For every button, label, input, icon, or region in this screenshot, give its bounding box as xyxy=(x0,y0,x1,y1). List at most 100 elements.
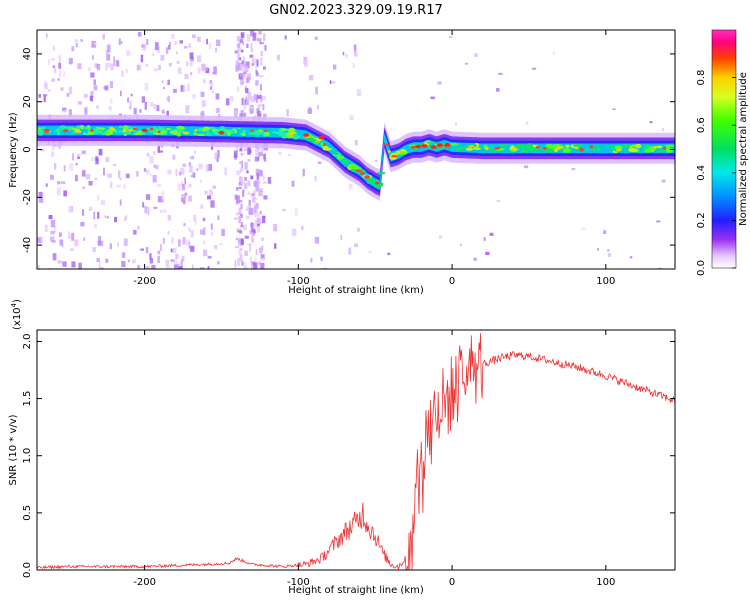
spectrogram-speckle xyxy=(263,195,268,200)
ridge-hotspot xyxy=(278,132,283,137)
ridge-hotspot xyxy=(628,147,638,153)
ridge-hotspot xyxy=(206,130,210,134)
svg-text:(x104): (x104) xyxy=(10,299,23,330)
spectrogram-speckle xyxy=(571,168,576,171)
spectrogram-speckle xyxy=(245,208,248,212)
spectrogram-speckle xyxy=(38,94,42,98)
spectrogram-speckle xyxy=(87,67,91,72)
spectrogram-speckle xyxy=(251,196,256,203)
ridge-peak xyxy=(318,135,325,140)
spectrogram-speckle xyxy=(236,227,240,231)
ridge-peak xyxy=(359,171,365,175)
spectrogram-speckle xyxy=(254,256,257,262)
spectrogram-speckle xyxy=(189,157,193,160)
spectrogram-speckle xyxy=(106,44,111,53)
spectrogram-speckle xyxy=(237,43,241,48)
spectrogram-speckle xyxy=(147,206,150,215)
spectrogram-speckle xyxy=(239,199,243,203)
spectrogram-speckle xyxy=(437,81,442,85)
spectrogram-speckle xyxy=(255,72,259,77)
spectrogram-speckle xyxy=(430,96,435,100)
spectrogram-speckle xyxy=(69,163,74,171)
spectrogram-speckle xyxy=(206,195,212,200)
ridge-peak xyxy=(662,146,667,150)
spectrogram-speckle xyxy=(106,54,111,61)
spectrogram-speckle xyxy=(239,253,243,262)
spectrogram-speckle xyxy=(216,39,221,47)
spectrogram-speckle xyxy=(39,236,44,244)
ridge-peak xyxy=(388,150,391,153)
spectrogram-speckle xyxy=(239,177,243,181)
spectrogram-speckle xyxy=(153,164,156,168)
spectrogram-speckle xyxy=(114,59,119,65)
spectrogram-speckle xyxy=(249,104,254,108)
ridge-hotspot xyxy=(204,133,213,136)
ridge-hotspot xyxy=(426,141,437,144)
spectrogram-speckle xyxy=(603,230,607,234)
spectrogram-speckle xyxy=(236,86,240,92)
spectrogram-speckle xyxy=(153,206,158,209)
spectrogram-speckle xyxy=(37,264,41,269)
ridge-peak xyxy=(542,146,547,150)
spectrogram-speckle xyxy=(473,257,477,261)
ridge-peak xyxy=(391,155,398,158)
spectrogram-speckle xyxy=(261,245,264,251)
ridge-hotspot xyxy=(635,144,642,149)
ridge-peak xyxy=(536,145,540,149)
spectrogram-y-ticks: -40 -20 0 20 40 xyxy=(22,48,675,253)
spectrogram-speckle xyxy=(240,110,244,118)
spectrogram-speckle xyxy=(612,108,616,111)
spectrogram-speckle xyxy=(241,60,245,67)
spectrogram-speckle xyxy=(257,38,262,42)
spectrogram-speckle xyxy=(239,168,242,174)
spectrogram-speckle xyxy=(170,248,174,253)
spectrogram-speckle xyxy=(167,79,170,85)
spectrogram-speckle xyxy=(213,66,217,75)
spectrogram-speckle xyxy=(263,153,266,160)
spectrogram-speckle xyxy=(150,101,154,107)
spectrogram-speckle xyxy=(186,83,190,92)
spectrogram-speckle xyxy=(131,259,137,263)
spectrogram-speckle xyxy=(62,108,67,113)
spectrogram-speckle xyxy=(51,78,56,82)
spectrogram-speckle xyxy=(316,105,319,110)
spectrogram-speckle xyxy=(387,252,391,256)
spectrogram-speckle xyxy=(192,264,194,269)
spectrogram-speckle xyxy=(254,214,257,217)
spectrogram-speckle xyxy=(74,39,79,43)
spectrogram-speckle xyxy=(68,57,73,65)
spectrogram-speckle xyxy=(257,113,262,117)
colorbar-tick-label: 0.4 xyxy=(696,165,707,181)
spectrogram-speckle xyxy=(258,261,261,265)
ridge-peak xyxy=(149,127,154,131)
ridge-hotspot xyxy=(376,171,386,175)
spectrogram-speckle xyxy=(238,62,242,71)
spectrogram-speckle xyxy=(209,82,214,86)
spectrogram-speckle xyxy=(75,43,78,48)
spectrogram-speckle xyxy=(242,42,245,46)
spectrogram-speckle xyxy=(197,67,201,74)
spectrogram-speckle xyxy=(172,248,177,253)
spectrogram-speckle xyxy=(256,172,260,180)
spectrogram-speckle xyxy=(483,237,486,241)
spectrogram-speckle xyxy=(167,95,170,102)
ridge-peak xyxy=(157,130,161,134)
spectrogram-speckle xyxy=(51,151,55,157)
spectrogram-speckle xyxy=(188,43,192,49)
ridge-hotspot xyxy=(341,159,351,163)
spectrogram-speckle xyxy=(178,265,183,269)
spectrogram-speckle xyxy=(166,110,169,116)
spectrogram-speckle xyxy=(108,106,112,111)
spectrogram-speckle xyxy=(250,43,253,49)
spectrogram-speckle xyxy=(190,165,193,174)
spectrogram-x-tick-label: 100 xyxy=(596,276,615,287)
spectrogram-speckle xyxy=(259,75,264,78)
ridge-hotspot xyxy=(92,128,98,133)
spectrogram-speckle xyxy=(93,42,97,46)
ridge-peak xyxy=(579,147,584,152)
spectrogram-speckle xyxy=(251,57,257,66)
spectrogram-speckle xyxy=(80,221,85,227)
spectrogram-speckle xyxy=(161,190,164,199)
spectrogram-speckle xyxy=(184,46,188,49)
spectrogram-speckle xyxy=(221,228,225,237)
